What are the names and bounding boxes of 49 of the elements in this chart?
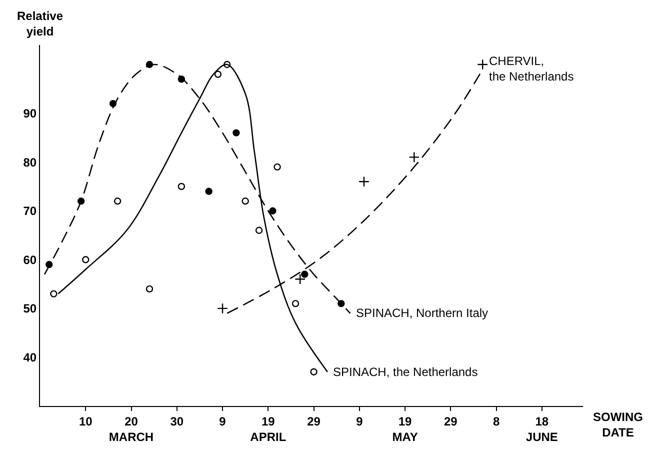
y-tick-label: 80 (23, 155, 37, 170)
y-tick-label: 60 (23, 252, 37, 267)
point (223, 60, 231, 68)
y-axis-title: Relative yield (17, 9, 64, 39)
point (46, 260, 53, 268)
point (255, 226, 263, 234)
y-tick-label: 50 (23, 302, 37, 316)
point (178, 182, 186, 190)
point (50, 290, 58, 298)
series-label: SPINACH, Northern Italy (356, 306, 488, 320)
point (178, 76, 186, 83)
x-tick-label: 20 MARCH (108, 414, 154, 444)
y-tick-label: 70 (23, 204, 37, 218)
x-tick-label: 19 MAY (392, 414, 418, 444)
point (217, 302, 228, 314)
point (77, 198, 85, 205)
point (146, 285, 154, 293)
point (109, 100, 117, 108)
point (292, 300, 300, 308)
point (82, 256, 90, 264)
point (146, 60, 154, 68)
x-tick-label: 18 JUNE (526, 414, 558, 444)
x-tick-label: 29 (444, 414, 458, 428)
point (310, 368, 318, 376)
x-tick-label: 30 (170, 414, 184, 428)
point (269, 207, 276, 214)
x-tick-label: 9 (356, 414, 364, 428)
series-label: CHERVIL, the Netherlands (489, 54, 574, 84)
point (205, 188, 212, 195)
x-tick-label: 10 (78, 414, 93, 428)
point (408, 152, 420, 163)
point (232, 129, 240, 136)
x-axis-title: SOWING DATE (593, 410, 643, 440)
point (214, 70, 222, 78)
point (294, 274, 306, 285)
point (242, 198, 249, 205)
point (274, 163, 281, 171)
y-tick-label: 40 (23, 350, 37, 364)
x-tick-label: 19 APRIL (250, 414, 286, 444)
y-tick-label: 90 (23, 106, 37, 120)
point (338, 300, 345, 308)
x-tick-label: 29 (307, 414, 321, 428)
x-tick-label: 9 (219, 414, 226, 428)
point (358, 176, 370, 188)
point (301, 270, 308, 278)
point (114, 198, 122, 205)
series-label: SPINACH, the Netherlands (333, 365, 478, 379)
x-tick-label: 8 (492, 414, 500, 428)
point (477, 59, 488, 70)
